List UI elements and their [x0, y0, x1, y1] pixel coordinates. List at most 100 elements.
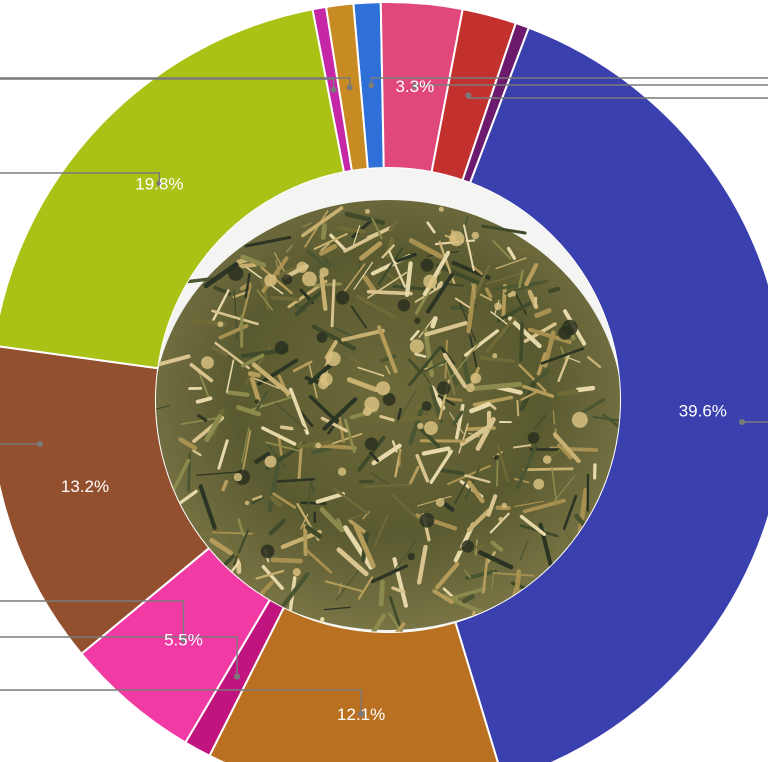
herb-fragment	[552, 410, 555, 425]
herb-fragment	[451, 260, 491, 280]
herb-fragment	[384, 365, 391, 375]
herb-speck	[494, 302, 502, 311]
herb-speck	[228, 265, 244, 281]
herb-speck	[319, 267, 329, 277]
herb-fragment	[518, 363, 547, 393]
herb-fragment	[255, 569, 285, 580]
herb-fragment	[397, 408, 402, 420]
herb-fragment	[350, 305, 367, 329]
herb-fragment	[479, 356, 516, 363]
herb-speck	[407, 552, 416, 561]
herb-fragment	[336, 226, 366, 234]
herb-fragment	[388, 219, 398, 233]
herb-fragment	[482, 553, 489, 594]
herb-fragment	[267, 463, 281, 513]
herb-fragment	[255, 391, 269, 411]
herb-fragment	[458, 423, 469, 454]
herb-fragment	[414, 352, 427, 358]
herb-fragment	[241, 427, 250, 463]
herb-fragment	[251, 495, 263, 501]
herb-fragment	[197, 369, 210, 399]
herb-fragment	[522, 467, 574, 472]
herb-fragment	[310, 479, 315, 494]
herb-fragment	[362, 483, 411, 488]
herb-fragment	[305, 548, 333, 574]
herb-speck	[382, 392, 396, 406]
herb-fragment	[315, 492, 346, 504]
herb-fragment	[435, 561, 460, 590]
herb-fragment	[557, 389, 579, 397]
herb-fragment	[274, 402, 306, 430]
herb-fragment	[305, 524, 322, 539]
herb-fragment	[197, 414, 208, 422]
leader-line-5	[0, 689, 362, 714]
herb-speck	[465, 383, 475, 393]
herb-speck	[301, 271, 317, 287]
herb-speck	[335, 290, 350, 305]
herb-speck	[527, 432, 540, 444]
herb-fragment	[353, 524, 376, 569]
herb-fragment	[209, 538, 233, 556]
herb-speck	[264, 455, 277, 468]
herb-fragment	[240, 353, 265, 368]
herb-fragment	[442, 594, 485, 615]
herb-fragment	[296, 440, 333, 449]
herb-fragment	[270, 295, 300, 302]
herb-speck	[233, 472, 243, 482]
herb-fragment	[346, 513, 363, 521]
herb-fragment	[426, 221, 436, 234]
herb-fragment	[294, 287, 326, 316]
herb-fragment	[156, 354, 191, 370]
herb-speck	[325, 351, 341, 367]
herb-fragment	[519, 322, 524, 362]
herb-fragment	[516, 444, 538, 489]
herb-fragment	[247, 371, 261, 378]
herb-fragment	[292, 360, 313, 373]
herb-speck	[296, 261, 308, 273]
herb-fragment	[370, 472, 389, 485]
herb-fragment	[512, 444, 532, 449]
herb-fragment	[454, 297, 471, 309]
herb-fragment	[485, 316, 516, 353]
herb-fragment	[447, 587, 487, 601]
herb-fragment	[329, 233, 347, 252]
herb-fragment	[409, 330, 420, 341]
herb-fragment	[379, 414, 395, 422]
herb-fragment	[459, 423, 493, 447]
herb-fragment	[300, 513, 309, 530]
herb-fragment	[433, 281, 443, 291]
herb-fragment	[226, 359, 235, 393]
herb-fragment	[533, 414, 547, 430]
herb-fragment	[362, 275, 377, 294]
herb-fragment	[466, 508, 492, 532]
herb-fragment	[342, 525, 374, 570]
herb-fragment	[252, 377, 280, 390]
herb-fragment	[346, 377, 379, 393]
herb-speck	[420, 258, 434, 272]
herb-fragment	[333, 326, 354, 338]
herb-fragment	[269, 495, 283, 508]
herb-fragment	[369, 451, 380, 463]
herb-fragment	[432, 589, 454, 605]
herb-speck	[419, 512, 435, 528]
herb-speck	[461, 540, 475, 553]
herb-fragment	[490, 311, 509, 326]
slice-label-8: 13.2%	[61, 477, 109, 496]
herb-fragment	[353, 225, 361, 245]
herb-fragment	[304, 210, 329, 248]
herb-fragment	[575, 385, 596, 393]
herb-fragment	[442, 352, 468, 389]
leader-line-1	[414, 84, 768, 87]
herb-fragment	[391, 493, 424, 525]
herb-fragment	[464, 329, 500, 357]
herb-fragment	[461, 594, 475, 604]
herb-fragment	[180, 416, 221, 426]
herb-fragment	[319, 273, 328, 312]
herb-speck	[376, 381, 391, 396]
herb-fragment	[416, 544, 428, 585]
slice-label-9: 19.8%	[135, 174, 183, 193]
herb-fragment	[343, 227, 389, 253]
herb-fragment	[471, 265, 484, 276]
herb-speck	[498, 516, 504, 522]
